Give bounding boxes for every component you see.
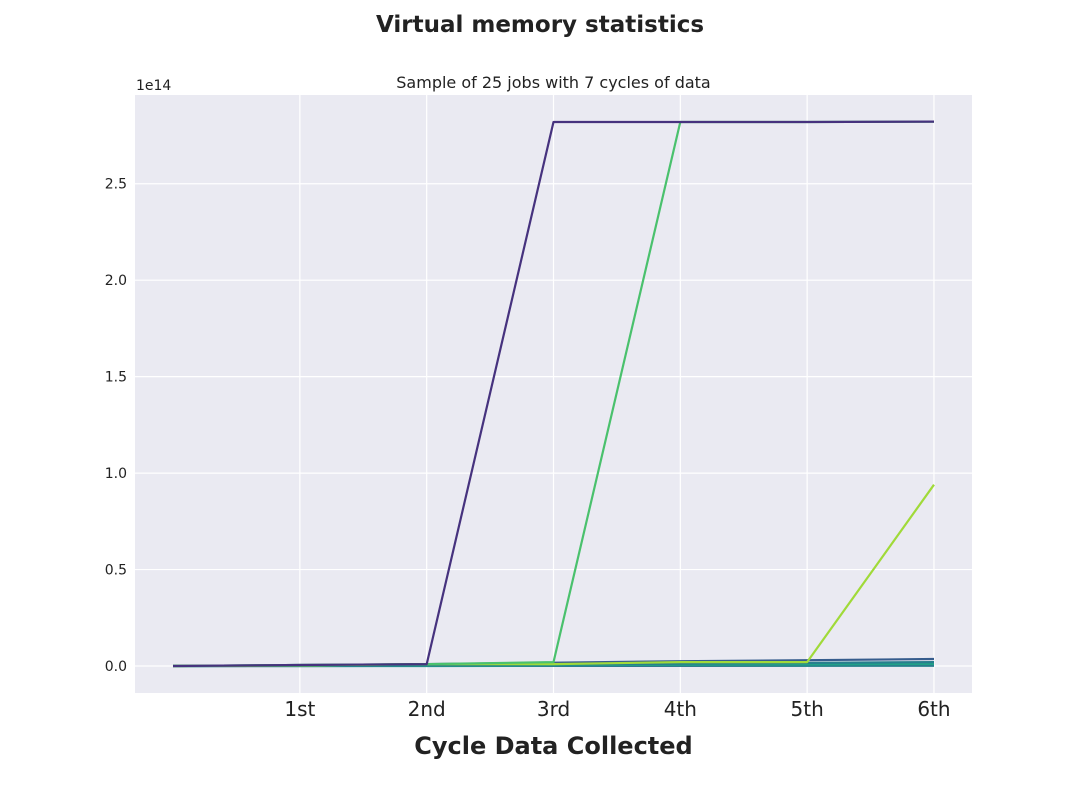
y-tick-label: 1.5 xyxy=(105,370,127,386)
y-tick-label: 2.5 xyxy=(105,177,127,193)
x-tick-label: 4th xyxy=(664,697,697,721)
series-line xyxy=(172,120,935,668)
series-lines xyxy=(172,120,935,668)
y-tick-label: 2.0 xyxy=(105,273,127,289)
chart-subtitle: Sample of 25 jobs with 7 cycles of data xyxy=(396,73,711,92)
y-tick-label: 1.0 xyxy=(105,466,127,482)
chart-title: Virtual memory statistics xyxy=(375,12,705,38)
y-tick-label: 0.5 xyxy=(105,563,127,579)
y-tick-label: 0.0 xyxy=(105,659,127,675)
x-tick-label: 3rd xyxy=(537,697,570,721)
x-tick-label: 2nd xyxy=(408,697,446,721)
y-axis-ticks: 0.0 0.5 1.0 1.5 2.0 2.5 xyxy=(105,177,127,675)
x-axis-ticks: 1st 2nd 3rd 4th 5th 6th xyxy=(284,697,950,721)
y-axis-exponent-label: 1e14 xyxy=(136,78,172,94)
x-tick-label: 6th xyxy=(917,697,950,721)
x-tick-label: 5th xyxy=(791,697,824,721)
x-axis-label: Cycle Data Collected xyxy=(414,732,693,760)
x-tick-label: 1st xyxy=(284,697,315,721)
